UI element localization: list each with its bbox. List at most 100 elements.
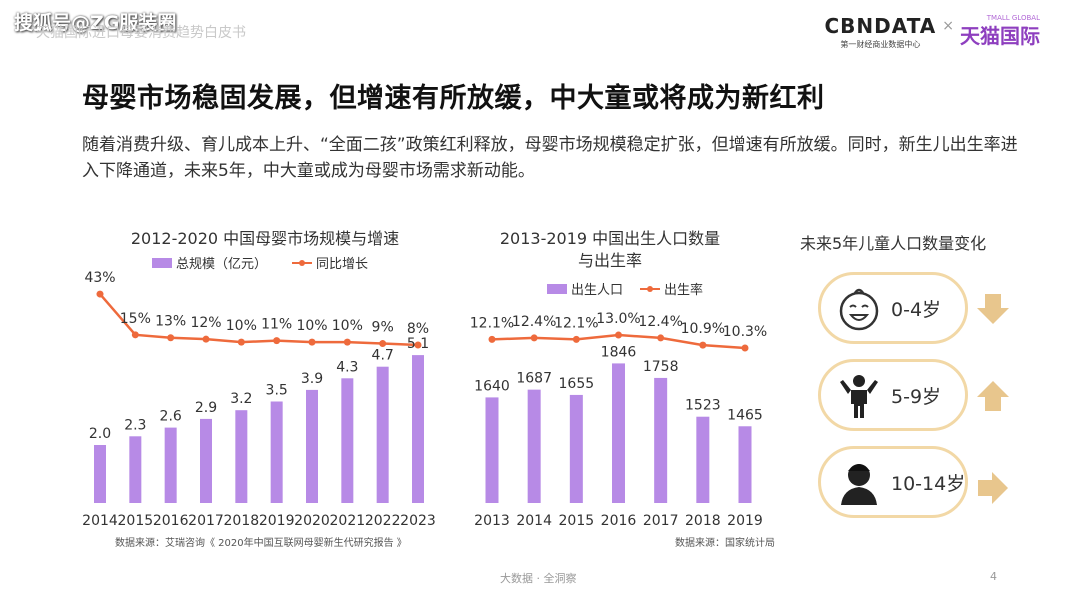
birth-population-chart: 2013-2019 中国出生人口数量 与出生率 出生人口 出生率 1640 201… [470, 229, 775, 549]
rate-point [741, 344, 749, 352]
bar [612, 363, 625, 503]
rate-label: 13% [155, 314, 186, 330]
watermark: 搜狐号@ZG服装圈 [14, 12, 177, 34]
age-group-label: 0-4岁 [891, 299, 942, 321]
x-tick-label: 2019 [727, 513, 763, 529]
rate-label: 12.1% [470, 315, 514, 331]
bar [341, 378, 354, 503]
x-tick-label: 2016 [601, 513, 637, 529]
rate-label: 43% [84, 270, 115, 286]
bar-value-label: 2.9 [195, 400, 217, 416]
bar-value-label: 2.3 [124, 417, 146, 433]
chart2-legend-bar-label: 出生人口 [571, 283, 623, 298]
chart2-title: 2013-2019 中国出生人口数量 [500, 229, 720, 248]
bar [569, 394, 583, 503]
page-number: 4 [990, 570, 997, 583]
rate-line [99, 293, 419, 347]
cbndata-logo-subtext: 第一财经商业数据中心 [840, 40, 921, 49]
rate-point [699, 341, 707, 349]
chart2-legend-line-label: 出生率 [664, 282, 703, 298]
x-tick-label: 2022 [365, 513, 401, 529]
footer-slogan: 大数据 · 全洞察 [500, 572, 577, 585]
cbndata-logo: CBNDATA 第一财经商业数据中心 [825, 14, 937, 50]
chart1-title: 2012-2020 中国母婴市场规模与增速 [131, 229, 399, 248]
rate-point [308, 338, 316, 346]
x-tick-label: 2014 [516, 513, 552, 529]
rate-point [237, 338, 245, 346]
rate-label: 8% [407, 321, 429, 337]
trend-right-arrow-icon [978, 472, 1008, 504]
x-tick-label: 2014 [82, 513, 118, 529]
age-group-label: 5-9岁 [891, 386, 942, 408]
rate-point [488, 335, 496, 343]
chart1-legend-line-label: 同比增长 [316, 257, 368, 272]
bar-value-label: 1758 [643, 359, 679, 375]
bar-value-label: 4.3 [336, 359, 358, 375]
rate-label: 10% [296, 318, 327, 334]
chart2-legend: 出生人口 出生率 [547, 282, 703, 298]
rate-label: 11% [261, 317, 292, 333]
bar [94, 445, 106, 503]
cbndata-logo-text: CBNDATA [824, 14, 937, 38]
page-headline: 母婴市场稳固发展，但增速有所放缓，中大童或将成为新红利 [82, 83, 825, 114]
bar [738, 426, 752, 503]
brand-logos: CBNDATA 第一财经商业数据中心 × TMALL GLOBAL 天猫国际 [825, 14, 1041, 50]
bar [696, 416, 710, 503]
age-group-5-9: 5-9岁 [818, 359, 968, 431]
bar [129, 436, 142, 503]
rate-label: 10.9% [681, 321, 725, 337]
rate-point [273, 337, 281, 345]
x-tick-label: 2020 [294, 513, 330, 529]
bar [654, 377, 668, 503]
x-tick-label: 2017 [643, 513, 679, 529]
child-population-title: 未来5年儿童人口数量变化 [800, 234, 987, 253]
rate-label: 12.4% [638, 314, 682, 330]
bar-value-label: 1640 [474, 378, 510, 394]
chart1-legend-bar-label: 总规模（亿元） [176, 257, 267, 272]
bar-value-label: 3.2 [230, 391, 252, 407]
market-size-chart: 2012-2020 中国母婴市场规模与增速 总规模（亿元） 同比增长 2.0 20… [82, 229, 436, 549]
rate-point [379, 340, 387, 348]
bar [306, 389, 318, 503]
report-title: 天猫国际进口母婴消费趋势白皮书 [36, 25, 246, 41]
bar [164, 427, 177, 503]
chart2-subtitle: 与出生率 [578, 251, 642, 270]
bar [270, 401, 283, 503]
bar [376, 366, 389, 503]
rate-point [167, 334, 175, 342]
bar-value-label: 3.5 [266, 383, 288, 399]
bar [412, 355, 424, 503]
bar-value-label: 1687 [516, 371, 552, 387]
bar [485, 397, 499, 503]
bar [235, 410, 248, 503]
bar-value-label: 2.0 [89, 426, 111, 442]
chart2-legend-line-dot [647, 286, 653, 292]
rate-label: 13.0% [596, 311, 640, 327]
bar [527, 389, 541, 503]
rate-label: 9% [372, 320, 394, 336]
x-tick-label: 2013 [474, 513, 510, 529]
rate-label: 12.1% [554, 315, 598, 331]
tmall-global-logo: TMALL GLOBAL 天猫国际 [960, 14, 1040, 49]
chart1-source: 数据来源：艾瑞咨询《 2020年中国互联网母婴新生代研究报告 》 [115, 536, 407, 549]
baby-face-icon [839, 288, 879, 331]
rate-label: 10% [332, 318, 363, 334]
chart1-legend: 总规模（亿元） 同比增长 [152, 257, 368, 272]
rate-point [343, 338, 351, 346]
rate-label: 12% [190, 315, 221, 331]
rate-point [530, 334, 538, 342]
intro-paragraph: 随着消费升级、育儿成本上升、“全面二孩”政策红利释放，母婴市场规模稳定扩张，但增… [82, 135, 1018, 181]
rate-point [414, 341, 422, 349]
rate-label: 10.3% [723, 324, 767, 340]
rate-point [202, 335, 210, 343]
logo-separator: × [942, 18, 954, 34]
x-tick-label: 2016 [153, 513, 189, 529]
x-tick-label: 2023 [400, 513, 436, 529]
bar [200, 418, 212, 503]
chart1-legend-bar-swatch [152, 258, 172, 268]
trend-down-arrow-icon [977, 294, 1009, 324]
rate-point [131, 331, 139, 339]
bar-value-label: 1846 [601, 344, 637, 360]
rate-label: 15% [120, 311, 151, 327]
tmall-logo-subtext: TMALL GLOBAL [986, 14, 1040, 22]
